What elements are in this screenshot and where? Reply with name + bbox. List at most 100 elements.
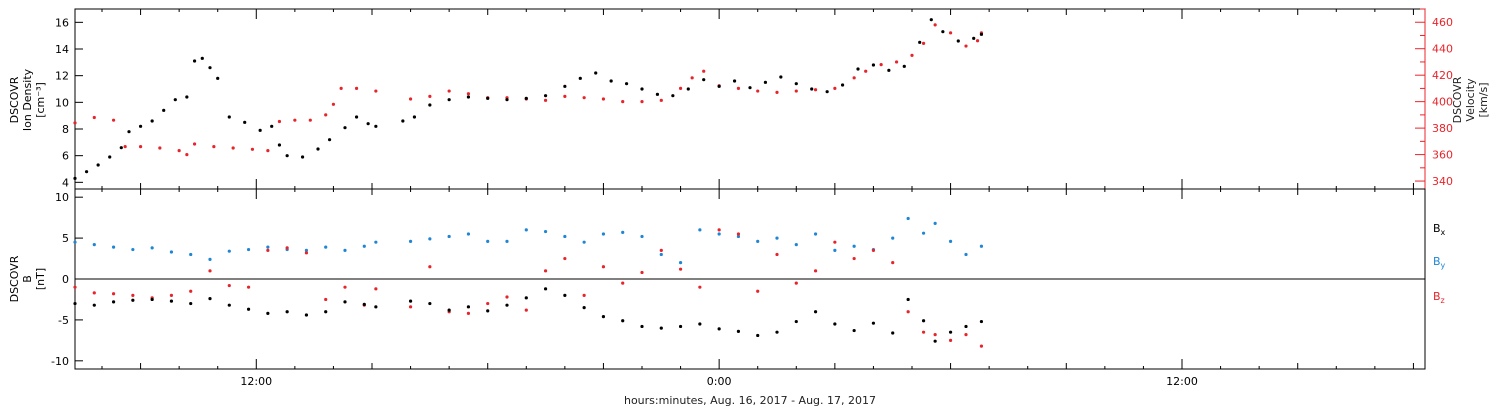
bx-point: [948, 330, 953, 334]
by-point: [131, 247, 135, 252]
by-point: [208, 257, 212, 261]
y-tick-label: 14: [55, 43, 69, 56]
bz-point: [906, 310, 910, 314]
density-point: [412, 115, 417, 119]
density-point: [655, 92, 660, 96]
bz-point: [169, 293, 174, 297]
by-point: [374, 240, 378, 244]
density-point: [192, 59, 197, 63]
bx-point: [208, 297, 212, 301]
bz-point: [678, 267, 683, 271]
bx-point: [227, 303, 231, 307]
bx-point: [111, 300, 116, 304]
bz-point: [933, 333, 937, 337]
bz-point: [227, 283, 231, 288]
y-tick-label: 4: [62, 176, 69, 189]
bz-point: [659, 248, 663, 252]
by-series: [73, 216, 984, 265]
density-point: [447, 98, 451, 102]
density-point: [343, 126, 347, 130]
bx-point: [813, 310, 818, 314]
y-tick-label: -10: [51, 355, 69, 368]
by-point: [343, 248, 347, 252]
y-right-tick-label: 440: [1432, 43, 1453, 56]
bz-point: [285, 246, 289, 250]
bottom-left-axis-title-2: B: [21, 275, 34, 283]
velocity-point: [185, 152, 189, 157]
bx-point: [736, 329, 741, 333]
bx-point: [486, 309, 490, 313]
by-point: [813, 232, 818, 236]
velocity-point: [678, 86, 683, 91]
bz-point: [640, 270, 644, 275]
bx-point: [659, 326, 663, 330]
density-point: [732, 79, 737, 83]
velocity-point: [123, 145, 127, 149]
bx-point: [621, 319, 625, 323]
density-point: [300, 155, 305, 159]
density-point: [428, 103, 432, 107]
bz-point: [543, 269, 548, 273]
density-point: [543, 94, 548, 98]
by-point: [505, 239, 509, 243]
bz-point: [266, 248, 270, 252]
velocity-point: [921, 41, 926, 46]
bx-point: [324, 310, 328, 314]
bz-point: [131, 293, 135, 297]
bz-point: [524, 308, 528, 312]
bz-point: [486, 301, 490, 306]
top-left-axis: 4 6 8 10 12 14 16: [55, 16, 83, 189]
bz-point: [304, 251, 309, 255]
bx-point: [640, 324, 644, 329]
velocity-point: [621, 100, 625, 104]
velocity-point: [864, 69, 868, 73]
y-tick-label: 10: [55, 191, 69, 204]
density-point: [73, 176, 77, 180]
bz-point: [374, 287, 378, 291]
bx-point: [717, 327, 721, 331]
density-series: [73, 18, 984, 180]
bx-point: [979, 319, 984, 324]
density-point: [327, 138, 332, 142]
bottom-x-ticks: 12:00 0:00 12:00: [101, 189, 1414, 388]
bz-point: [871, 248, 876, 252]
density-point: [119, 146, 123, 150]
bx-point: [756, 333, 760, 338]
velocity-point: [775, 90, 779, 94]
bx-point: [582, 306, 586, 310]
bz-point: [563, 256, 567, 261]
density-point: [285, 154, 289, 158]
velocity-point: [339, 86, 343, 91]
x-tick-label: 12:00: [240, 375, 272, 388]
density-point: [609, 79, 613, 83]
bz-point: [756, 289, 760, 293]
bz-point: [189, 289, 193, 293]
bx-point: [678, 324, 683, 329]
velocity-point: [948, 31, 953, 35]
bx-point: [150, 297, 154, 302]
by-point: [582, 240, 586, 244]
bz-point: [775, 252, 779, 257]
density-point: [640, 87, 644, 91]
bx-point: [447, 308, 451, 312]
density-point: [84, 170, 89, 174]
density-point: [185, 95, 189, 99]
bx-point: [871, 321, 876, 325]
top-left-axis-title-3: [cm⁻³]: [34, 82, 47, 118]
bx-point: [408, 299, 413, 303]
velocity-point: [266, 149, 270, 153]
velocity-point: [813, 88, 818, 92]
density-point: [902, 64, 906, 68]
bx-point: [698, 322, 702, 326]
bz-point: [948, 338, 953, 342]
velocity-point: [308, 118, 312, 122]
density-point: [401, 119, 405, 123]
bz-point: [621, 281, 625, 285]
velocity-point: [354, 86, 359, 91]
bz-point: [601, 265, 606, 269]
bz-point: [736, 232, 741, 236]
density-point: [277, 143, 282, 147]
density-point: [941, 30, 945, 34]
by-point: [150, 246, 154, 250]
bx-point: [428, 301, 432, 306]
